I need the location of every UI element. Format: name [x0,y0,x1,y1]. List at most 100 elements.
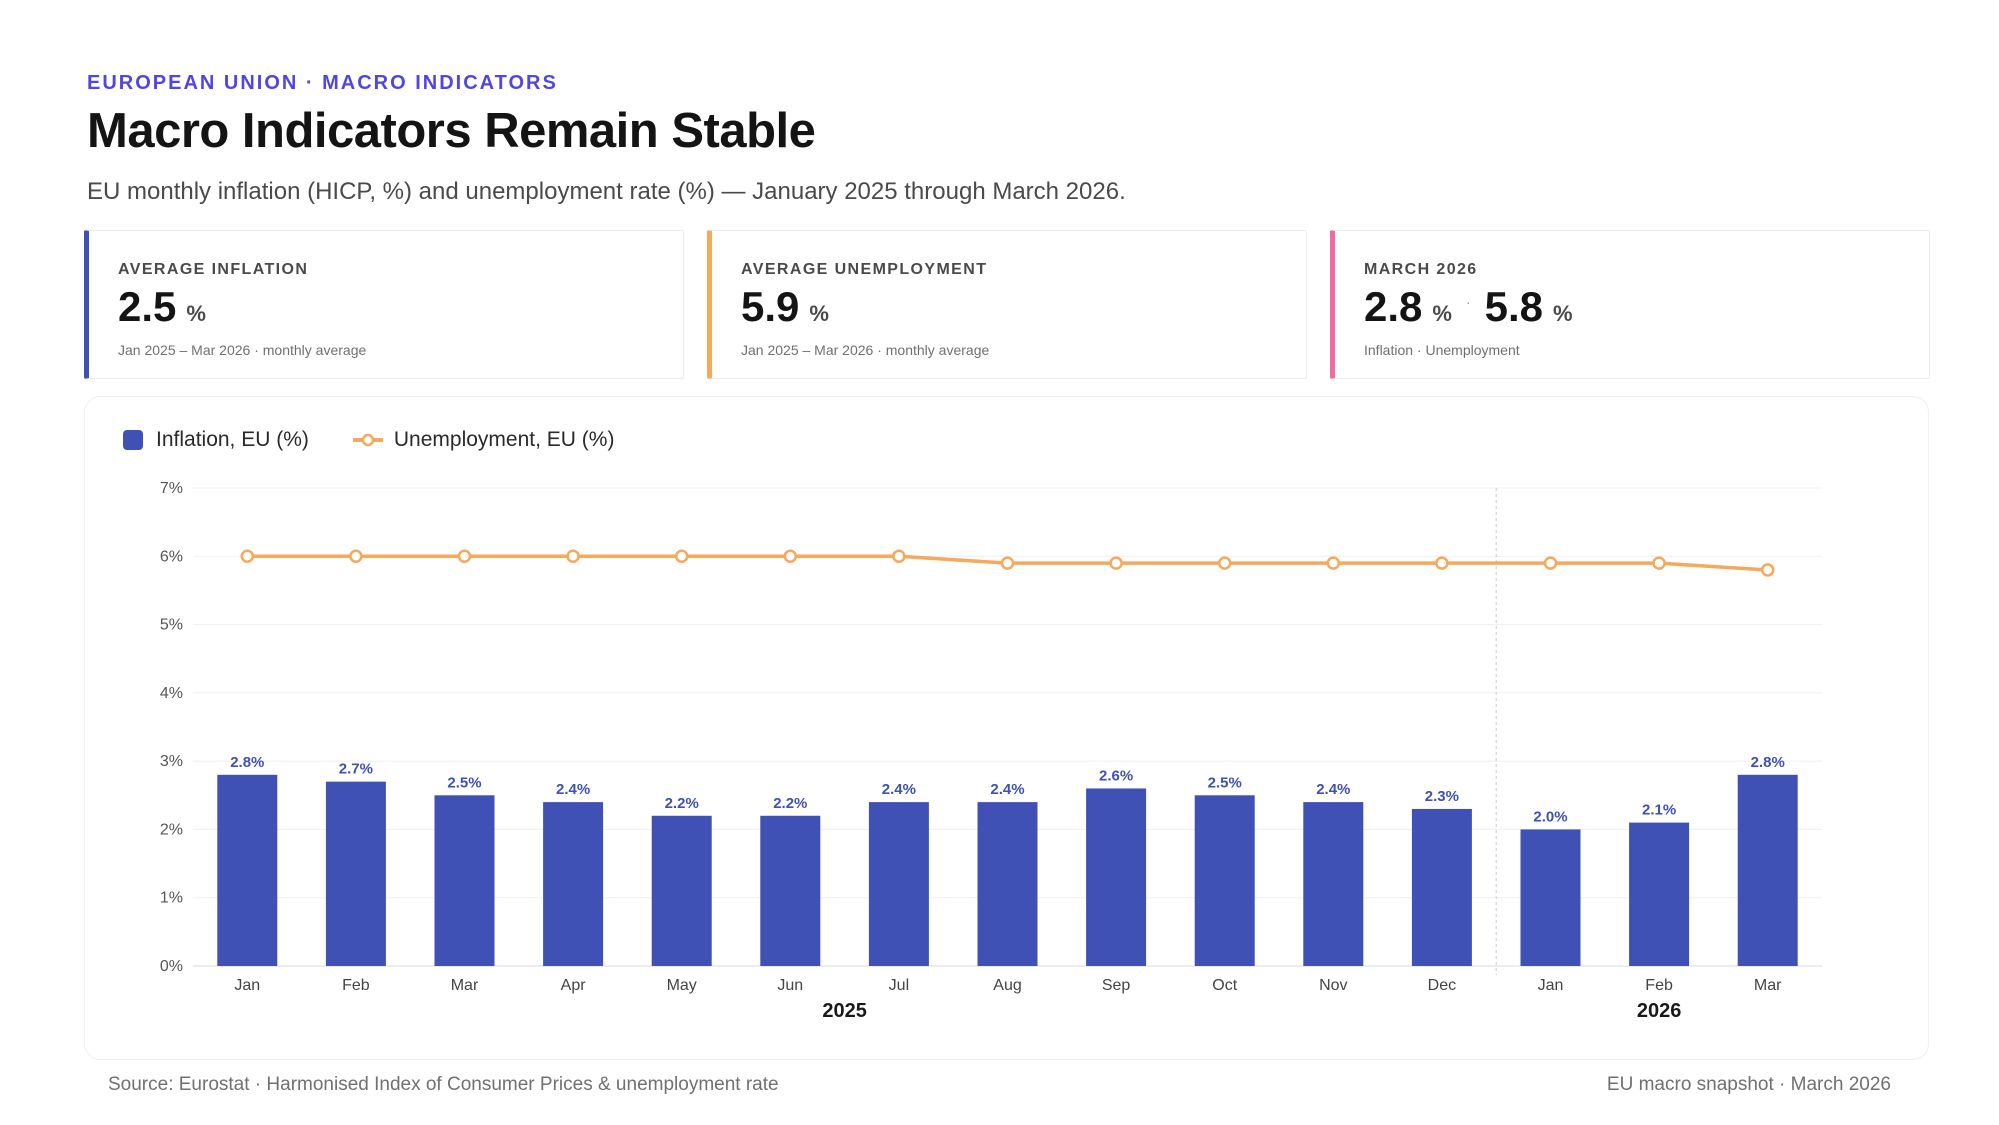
kpi-value: 2.5 [118,283,177,330]
y-tick-label: 1% [160,890,183,907]
inflation-bar [434,795,495,966]
kpi-row: AVERAGE INFLATION 2.5 % Jan 2025 – Mar 2… [84,230,1930,379]
kpi-label: AVERAGE UNEMPLOYMENT [741,261,988,278]
y-tick-label: 6% [160,548,183,565]
source-note: Source: Eurostat · Harmonised Index of C… [108,1074,779,1095]
bar-data-label: 2.5% [447,774,481,791]
kpi-card-average-inflation: AVERAGE INFLATION 2.5 % Jan 2025 – Mar 2… [84,230,684,379]
bar-data-label: 2.8% [230,754,264,771]
bar-data-label: 2.4% [556,781,590,798]
kpi-unit: % [1553,301,1573,326]
year-label: 2025 [822,1000,867,1022]
legend-swatch-line-icon [352,433,383,447]
unemployment-point [1543,556,1558,570]
year-label: 2026 [1637,1000,1682,1022]
bar-data-label: 2.3% [1425,788,1459,805]
y-tick-label: 4% [160,685,183,702]
kpi-separator: · [1465,294,1471,310]
legend-swatch-bar-icon [123,430,143,450]
x-tick-label: Apr [561,977,587,994]
kpi-label: AVERAGE INFLATION [118,261,309,278]
inflation-bar [977,802,1038,966]
inflation-bar [1629,822,1690,966]
kpi-unit: % [186,301,206,326]
y-tick-label: 2% [160,821,183,838]
kpi-value-row: 5.9 % [741,283,829,331]
x-tick-label: Feb [342,977,370,994]
bar-data-label: 2.0% [1533,808,1567,825]
kpi-value-row: 2.8 % · 5.8 % [1364,283,1573,331]
unemployment-point [1217,556,1232,570]
unemployment-point [1435,556,1449,570]
inflation-bar [1411,808,1472,966]
inflation-bars [217,774,1798,966]
kpi-unit: % [809,301,829,326]
y-axis-ticks: 0% 1% 2% 3% 4% 5% 6% 7% [160,480,183,975]
unemployment-point [566,549,580,564]
x-tick-label: Feb [1645,977,1673,994]
unemployment-point [1326,556,1341,570]
legend-item-inflation[interactable]: Inflation, EU (%) [123,428,309,452]
inflation-bar [1086,788,1147,966]
unemployment-point [349,549,363,564]
unemployment-point [1000,556,1015,570]
unemployment-point [892,549,906,564]
page-subtitle: EU monthly inflation (HICP, %) and unemp… [87,178,1126,205]
kpi-value: 5.9 [741,283,800,330]
kpi-unit: % [1432,301,1452,326]
x-tick-label: Mar [1754,977,1782,994]
bar-data-label: 2.5% [1208,774,1242,791]
inflation-bar [1303,802,1364,966]
x-tick-label: Nov [1319,977,1347,994]
x-tick-label: Jun [777,977,803,994]
bar-data-label: 2.6% [1099,767,1133,784]
x-tick-label: Sep [1102,977,1131,994]
x-axis-labels: Jan Feb Mar Apr May Jun Jul Aug Sep Oct Nov Dec Jan F… [234,977,1782,994]
inflation-bar [325,781,386,966]
x-tick-label: Jan [1538,977,1564,994]
chart-legend: Inflation, EU (%) Unemployment, EU (%) [123,428,658,452]
bar-data-label: 2.4% [1316,781,1350,798]
inflation-bar [1194,795,1255,966]
unemployment-point [1109,556,1123,570]
unemployment-point [783,549,798,564]
kpi-card-average-unemployment: AVERAGE UNEMPLOYMENT 5.9 % Jan 2025 – Ma… [707,230,1307,379]
unemployment-line [240,549,1775,577]
legend-item-unemployment[interactable]: Unemployment, EU (%) [352,428,614,452]
unemployment-point [1760,563,1775,577]
y-tick-label: 5% [160,617,183,634]
legend-label-inflation: Inflation, EU (%) [156,428,309,451]
kpi-value-row: 2.5 % [118,283,206,331]
bar-data-label: 2.2% [773,795,807,812]
bar-data-label: 2.2% [665,795,699,812]
unemployment-point [240,549,255,564]
x-tick-label: Aug [993,977,1021,994]
x-tick-label: Mar [451,977,479,994]
inflation-bar [1737,774,1798,966]
bar-data-label: 2.7% [339,761,373,778]
inflation-bar [868,802,929,966]
kpi-card-march-2026: MARCH 2026 2.8 % · 5.8 % Inflation · Une… [1330,230,1930,379]
x-tick-label: May [667,977,697,994]
x-tick-label: Oct [1212,977,1237,994]
y-tick-label: 0% [160,958,183,975]
unemployment-point [674,549,689,564]
unemployment-point [1652,556,1666,570]
kpi-label: MARCH 2026 [1364,261,1478,278]
inflation-bar [217,774,278,966]
bar-data-label: 2.1% [1642,802,1676,819]
inflation-bar [651,815,712,966]
kpi-value-unemployment: 5.8 [1484,283,1544,330]
y-tick-label: 7% [160,480,183,497]
kpi-note: Jan 2025 – Mar 2026 · monthly average [118,342,367,358]
inflation-bar [543,802,604,966]
x-tick-label: Jan [234,977,260,994]
eyebrow-label: EUROPEAN UNION · MACRO INDICATORS [87,72,558,94]
inflation-bar [1520,829,1581,966]
footer-note: EU macro snapshot · March 2026 [1606,1074,1891,1095]
x-tick-label: Jul [889,977,909,994]
kpi-note: Jan 2025 – Mar 2026 · monthly average [741,342,990,358]
y-tick-label: 3% [160,753,183,770]
bar-data-label: 2.4% [990,781,1024,798]
